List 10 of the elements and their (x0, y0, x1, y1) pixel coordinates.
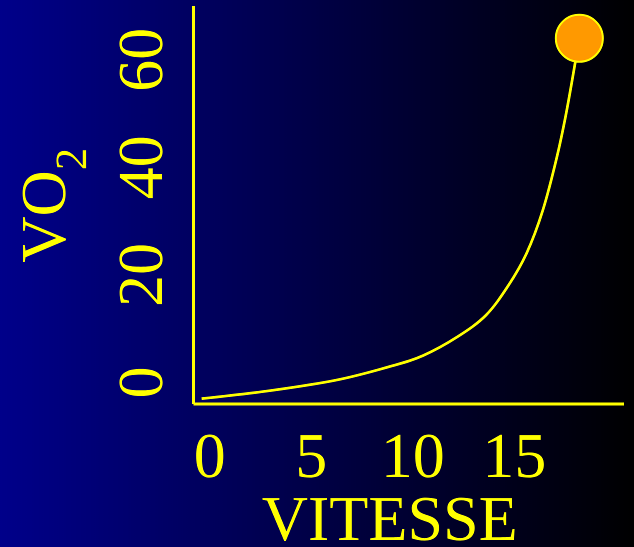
y-axis-title: VO$_{2}$ (22, 150, 86, 262)
x-tick-label: 5 (299, 435, 325, 478)
x-tick-label: 10 (386, 434, 442, 478)
y-tick-label: 60 (119, 30, 163, 90)
y-tick-label: 0 (119, 368, 163, 396)
y-tick-label: 20 (119, 245, 163, 304)
x-axis-title: VITESSE (262, 498, 515, 541)
y-tick-label: 40 (119, 138, 163, 198)
x-tick-label: 15 (488, 434, 544, 478)
x-tick-label: 0 (196, 434, 224, 478)
